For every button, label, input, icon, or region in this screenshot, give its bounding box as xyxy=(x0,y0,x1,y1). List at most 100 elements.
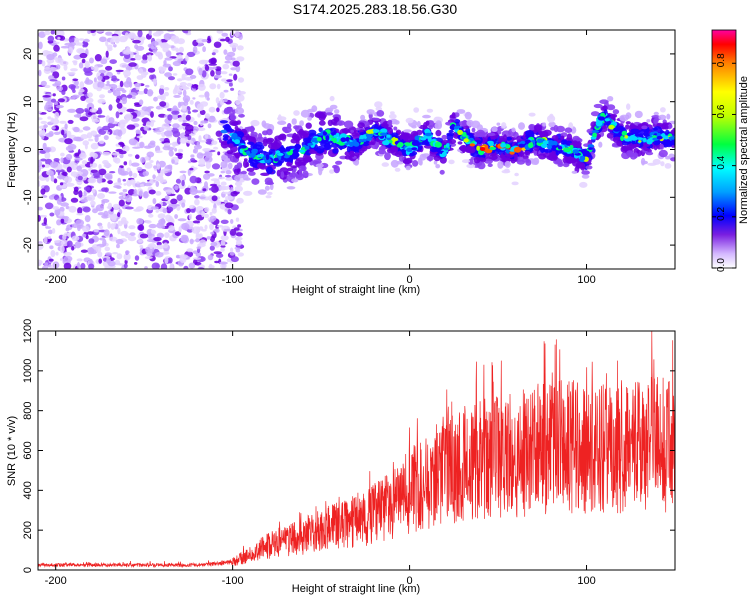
spectrogram-cell xyxy=(147,54,153,62)
spectrogram-cell xyxy=(257,189,267,195)
spectrogram-cell xyxy=(197,243,206,248)
spectrogram-cell xyxy=(581,170,590,176)
spectrogram-cell xyxy=(160,66,167,72)
spectrogram-cell xyxy=(97,81,105,89)
spectrogram-cell xyxy=(257,162,265,169)
spectrogram-cell xyxy=(98,140,105,144)
spectrogram-cell xyxy=(646,119,651,123)
spectrogram-cell xyxy=(172,130,181,138)
spectrogram-cell xyxy=(220,247,225,252)
spectrogram-cell xyxy=(174,214,179,219)
spectrogram-cell xyxy=(621,130,628,136)
spectrogram-cell xyxy=(60,202,69,207)
spectrogram-cell xyxy=(80,262,86,269)
spectrogram-cell xyxy=(108,191,117,194)
x-tick-label: -200 xyxy=(45,274,67,286)
spectrogram-cell xyxy=(108,117,115,124)
spectrogram-cell xyxy=(388,113,397,119)
spectrogram-cell xyxy=(658,149,668,158)
spectrogram-cell xyxy=(102,151,111,156)
spectrogram-cell xyxy=(40,158,47,162)
spectrogram-cell xyxy=(193,147,198,154)
spectrogram-cell xyxy=(112,203,120,210)
spectrogram-cell xyxy=(120,230,129,237)
spectrogram-cell xyxy=(54,111,60,120)
spectrogram-cell xyxy=(134,82,142,88)
spectrogram-cell xyxy=(597,116,606,121)
spectrogram-cell xyxy=(204,155,213,163)
spectrogram-cell xyxy=(146,238,156,243)
spectrogram-cell xyxy=(216,30,224,34)
spectrogram-cell xyxy=(542,122,547,127)
spectrogram-cell xyxy=(633,152,638,159)
spectrogram-cell xyxy=(150,120,155,127)
spectrogram-cell xyxy=(132,39,141,44)
spectrogram-cell xyxy=(636,137,644,141)
spectrogram-cell xyxy=(599,99,609,104)
spectrogram-cell xyxy=(235,248,241,253)
y-tick-label: -10 xyxy=(22,189,34,205)
spectrogram-cell xyxy=(628,142,638,149)
spectrogram-cell xyxy=(89,151,95,158)
spectrogram-cell xyxy=(405,136,411,144)
spectrogram-cell xyxy=(471,127,476,133)
spectrogram-cell xyxy=(511,127,516,133)
spectrogram-cell xyxy=(391,137,399,142)
spectrogram-cell xyxy=(74,85,80,89)
spectrogram-cell xyxy=(641,160,648,165)
spectrogram-cell xyxy=(47,235,52,240)
spectrogram-cell xyxy=(174,41,179,44)
spectrogram-cell xyxy=(424,132,433,137)
spectrogram-cell xyxy=(83,186,91,191)
spectrogram-cell xyxy=(58,35,66,41)
spectrogram-cell xyxy=(179,175,185,181)
spectrogram-cell xyxy=(189,204,196,209)
spectrogram-cell xyxy=(130,51,134,58)
spectrogram-cell xyxy=(117,212,121,218)
spectrogram-cell xyxy=(91,118,100,123)
spectrogram-cell xyxy=(661,122,669,126)
spectrogram-cell xyxy=(376,110,385,117)
spectrogram-cell xyxy=(178,46,184,53)
spectrogram-cell xyxy=(208,106,216,113)
spectrogram-cell xyxy=(230,67,237,71)
spectrogram-cell xyxy=(153,78,157,85)
spectrogram-cell xyxy=(140,156,146,164)
spectrogram-cell xyxy=(412,160,419,167)
spectrogram-cell xyxy=(220,181,227,186)
spectrogram-cell xyxy=(89,108,98,113)
spectrogram-cell xyxy=(194,199,200,206)
spectrogram-cell xyxy=(98,225,104,230)
spectrogram-cell xyxy=(181,104,187,112)
spectrogram-cell xyxy=(234,181,243,187)
spectrogram-cell xyxy=(220,235,229,241)
spectrogram-cell xyxy=(303,156,312,163)
spectrogram-cell xyxy=(136,166,143,172)
spectrogram-cell xyxy=(366,109,375,115)
spectrogram-cell xyxy=(105,252,112,256)
spectrogram-cell xyxy=(97,115,106,118)
spectrogram-cell xyxy=(118,199,125,207)
spectrogram-cell xyxy=(528,112,536,117)
spectrogram-cell xyxy=(44,163,50,168)
spectrogram-cell xyxy=(113,44,117,48)
spectrogram-cell xyxy=(43,124,48,128)
spectrogram-cell xyxy=(441,134,448,140)
spectrogram-cell xyxy=(149,244,153,249)
spectrogram-cell xyxy=(41,60,46,67)
spectrogram-cell xyxy=(126,167,131,172)
spectrogram-cell xyxy=(592,132,597,138)
spectrogram-cell xyxy=(296,130,306,135)
spectrogram-cell xyxy=(229,251,235,256)
spectrogram-cell xyxy=(237,45,244,51)
spectrogram-cell xyxy=(419,153,427,161)
spectrogram-cell xyxy=(97,75,103,81)
spectrogram-cell xyxy=(163,142,173,146)
spectrogram-cell xyxy=(38,165,41,173)
spectrogram-cell xyxy=(120,220,129,225)
spectrogram-cell xyxy=(612,109,620,115)
spectrogram-cell xyxy=(235,239,243,246)
spectrogram-cell xyxy=(88,138,94,142)
spectrogram-cell xyxy=(551,145,558,151)
spectrogram-cell xyxy=(245,162,250,168)
